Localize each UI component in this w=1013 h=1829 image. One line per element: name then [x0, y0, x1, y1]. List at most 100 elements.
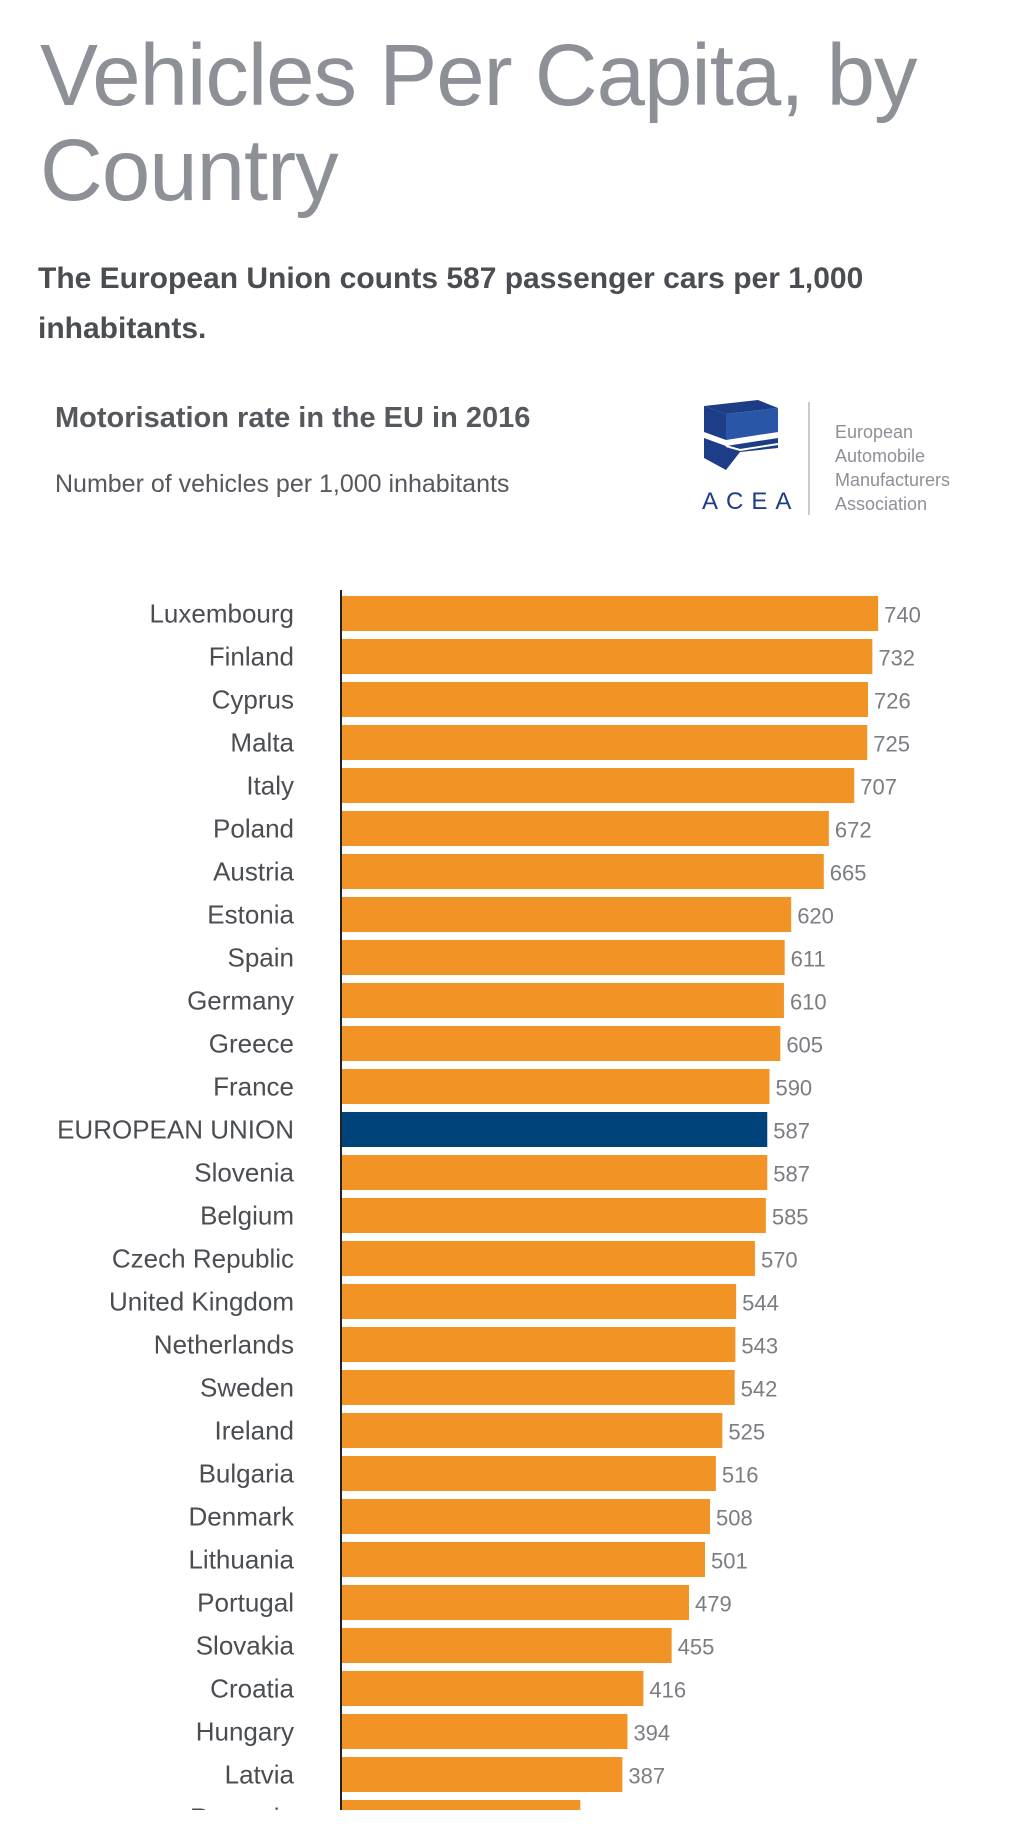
category-label: Malta: [230, 728, 294, 758]
page-title: Vehicles Per Capita, by Country: [40, 27, 917, 219]
bar: [342, 725, 868, 760]
logo-org-line: Manufacturers: [835, 470, 951, 490]
category-label: Greece: [209, 1029, 294, 1059]
bar: [342, 1026, 781, 1061]
category-label: EUROPEAN UNION: [57, 1115, 294, 1145]
bar: [342, 1069, 770, 1104]
bar: [342, 1714, 628, 1749]
category-label: Latvia: [225, 1760, 295, 1790]
bar: [342, 1542, 705, 1577]
value-label: 585: [772, 1205, 809, 1230]
value-label: 525: [728, 1420, 765, 1445]
category-label: Belgium: [200, 1201, 294, 1231]
bar: [342, 1800, 581, 1810]
value-label: 726: [874, 689, 911, 714]
bar-highlight: [342, 1112, 768, 1147]
bar: [342, 596, 879, 631]
category-label: Hungary: [196, 1717, 294, 1747]
category-label: Poland: [213, 814, 294, 844]
bar: [342, 1413, 723, 1448]
value-label: 672: [835, 818, 872, 843]
chart-subtitle: Number of vehicles per 1,000 inhabitants: [55, 470, 510, 498]
category-label: Slovakia: [196, 1631, 295, 1661]
category-label: Lithuania: [188, 1545, 294, 1575]
bar: [342, 1241, 755, 1276]
category-label: Finland: [209, 642, 294, 672]
bar: [342, 1499, 711, 1534]
bar: [342, 1155, 768, 1190]
value-label: 665: [830, 861, 867, 886]
value-label: 587: [773, 1119, 810, 1144]
value-label: 387: [628, 1764, 665, 1789]
value-label: 542: [741, 1377, 778, 1402]
acea-cube-logo-icon: [704, 400, 779, 470]
bar: [342, 1628, 672, 1663]
value-label: 590: [775, 1076, 812, 1101]
bar: [342, 897, 792, 932]
value-label: 587: [773, 1162, 810, 1187]
bar: [342, 854, 824, 889]
value-label: 455: [678, 1635, 715, 1660]
value-label: 610: [790, 990, 827, 1015]
bar-chart: Luxembourg 740 Finland 732 Cyprus 726 Malta 725…: [57, 590, 921, 1811]
value-label: 501: [711, 1549, 748, 1574]
logo-organization-name: European Automobile Manufacturers Associ…: [835, 420, 950, 516]
category-label: Netherlands: [154, 1330, 294, 1360]
category-label: Spain: [228, 943, 295, 973]
logo-org-line: Automobile: [835, 446, 926, 466]
value-label: 740: [884, 603, 921, 628]
category-label: Portugal: [197, 1588, 294, 1618]
bar: [342, 1757, 623, 1792]
value-label: 543: [741, 1334, 778, 1359]
category-label: Croatia: [210, 1674, 294, 1704]
value-label: 570: [761, 1248, 798, 1273]
chart-title: Motorisation rate in the EU in 2016: [55, 402, 531, 434]
bar: [342, 1327, 736, 1362]
category-label: Bulgaria: [199, 1459, 295, 1489]
category-label: Slovenia: [194, 1158, 294, 1188]
logo-org-line: Association: [835, 494, 928, 514]
category-label: Denmark: [189, 1502, 295, 1532]
category-label: France: [213, 1072, 294, 1102]
value-label: 605: [786, 1033, 823, 1058]
bar: [342, 940, 785, 975]
logo-org-line: European: [835, 422, 914, 442]
bar: [342, 1370, 735, 1405]
bar: [342, 1585, 690, 1620]
category-label: Romania: [190, 1803, 295, 1811]
bar: [342, 1198, 766, 1233]
acea-logo: ACEA European Automobile Manufacturers A…: [700, 400, 1000, 520]
value-label: 416: [649, 1678, 686, 1703]
category-label: Germany: [187, 986, 294, 1016]
value-label: 479: [695, 1592, 732, 1617]
category-label: Ireland: [215, 1416, 295, 1446]
bar: [342, 768, 855, 803]
category-label: Cyprus: [212, 685, 294, 715]
value-label: 732: [878, 646, 915, 671]
value-label: 725: [873, 732, 910, 757]
value-label: 516: [722, 1463, 759, 1488]
category-label: Luxembourg: [149, 599, 294, 629]
bar: [342, 811, 829, 846]
value-label: 620: [797, 904, 834, 929]
category-label: Sweden: [200, 1373, 294, 1403]
value-label: 707: [860, 775, 897, 800]
bar: [342, 1284, 737, 1319]
bar: [342, 682, 868, 717]
bar: [342, 1456, 716, 1491]
bar: [342, 983, 784, 1018]
value-label: 611: [791, 947, 826, 972]
category-label: Czech Republic: [112, 1244, 294, 1274]
logo-divider: [808, 402, 810, 515]
value-label: 329: [586, 1807, 623, 1811]
category-label: Italy: [246, 771, 294, 801]
page-subtitle: The European Union counts 587 passenger …: [38, 262, 864, 345]
category-label: Estonia: [207, 900, 294, 930]
value-label: 508: [716, 1506, 753, 1531]
category-label: United Kingdom: [109, 1287, 294, 1317]
bar: [342, 639, 873, 674]
bar: [342, 1671, 644, 1706]
value-label: 394: [633, 1721, 670, 1746]
logo-wordmark: ACEA: [702, 488, 800, 515]
value-label: 544: [742, 1291, 779, 1316]
